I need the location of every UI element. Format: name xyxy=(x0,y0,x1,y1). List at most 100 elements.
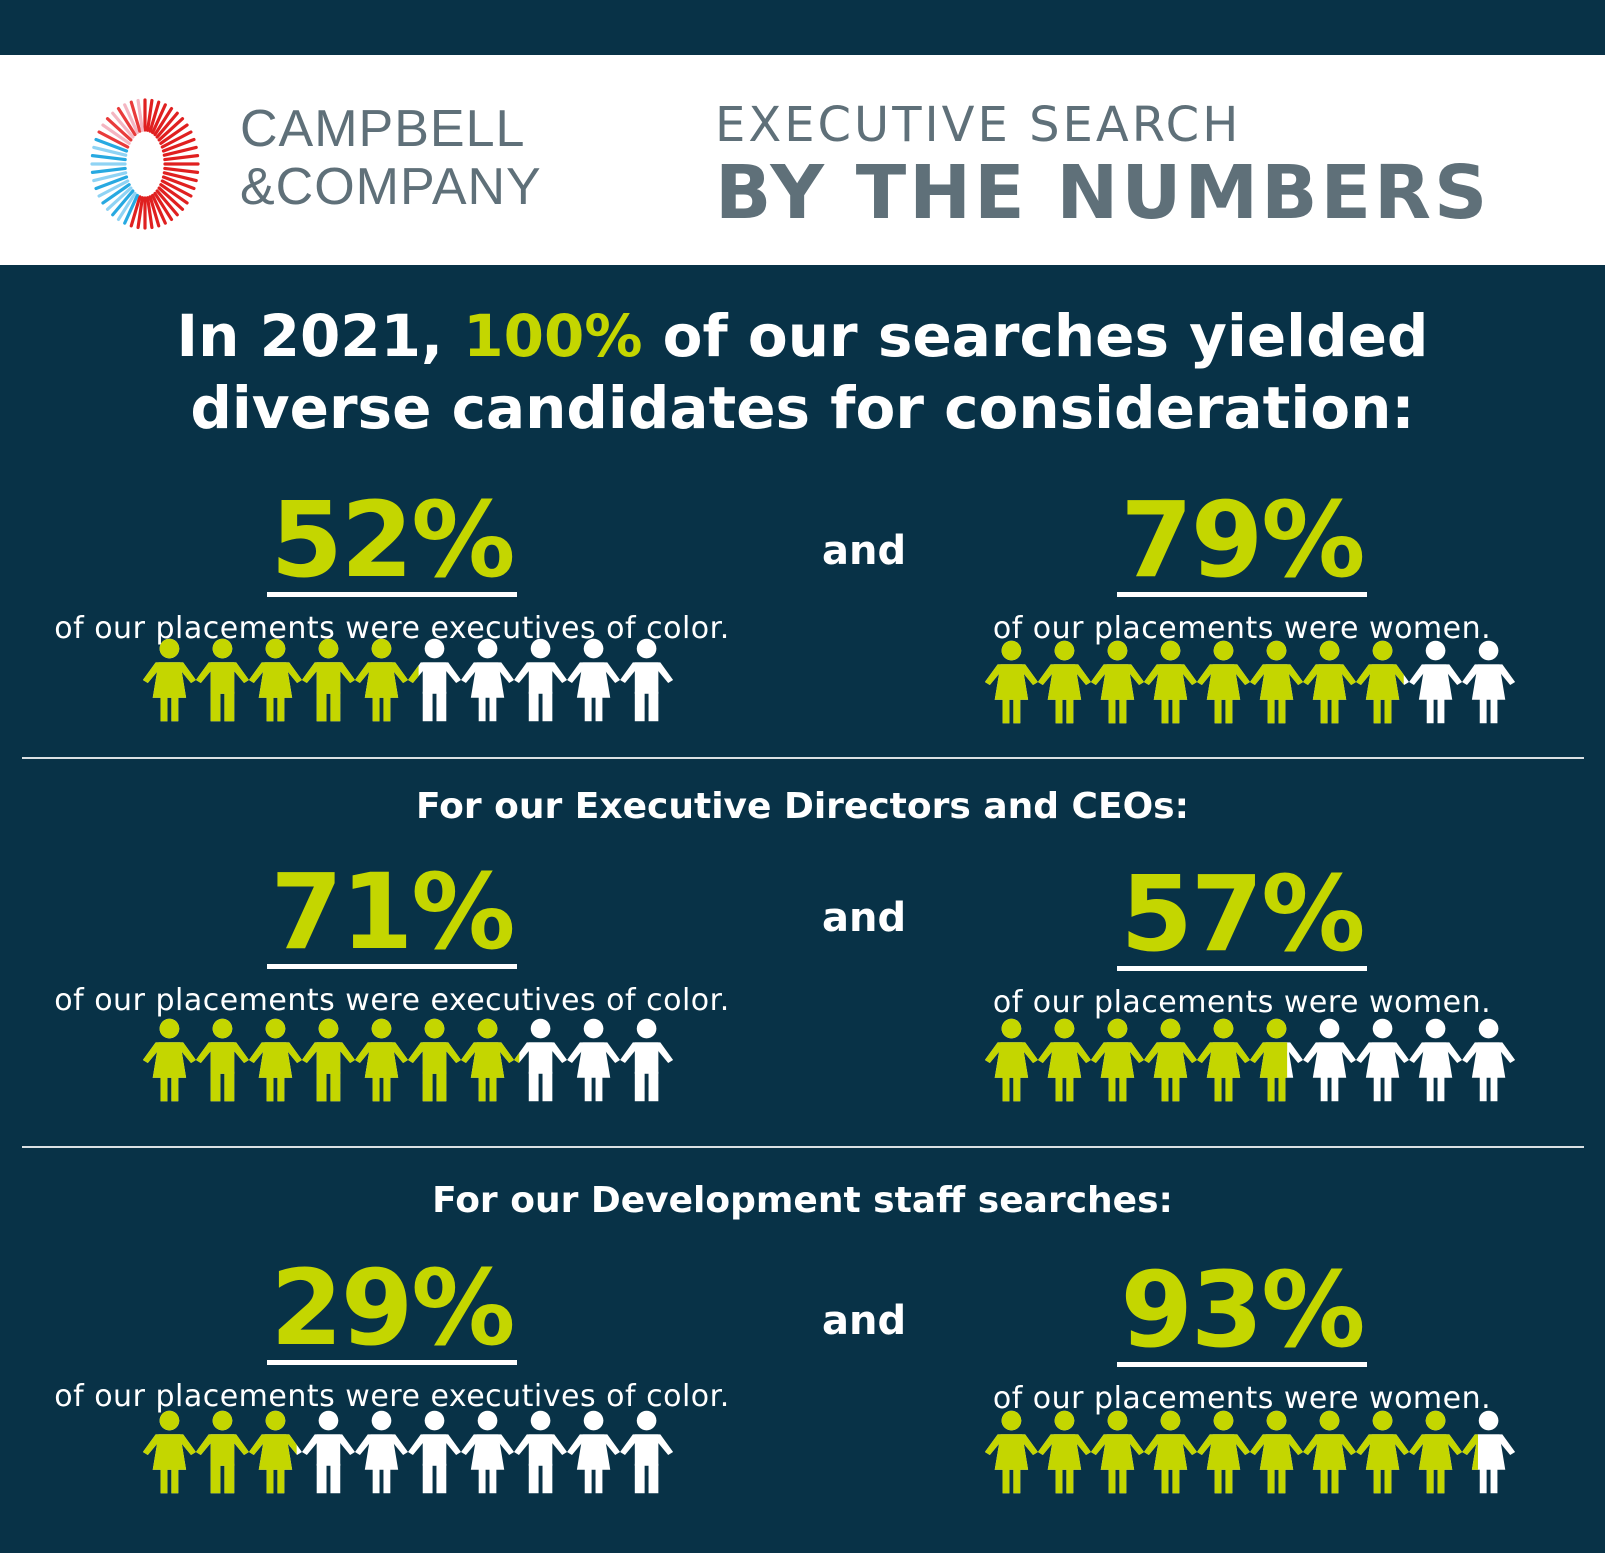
connector-and: and xyxy=(822,528,907,574)
woman-figure-icon xyxy=(461,638,515,722)
woman-figure-icon xyxy=(1037,640,1091,724)
brand-line-1: CAMPBELL xyxy=(240,100,526,158)
man-figure-icon xyxy=(408,665,419,683)
woman-figure-icon xyxy=(984,640,1038,724)
section-title-development-staff: For our Development staff searches: xyxy=(432,1180,1173,1221)
woman-figure-icon xyxy=(1090,640,1144,724)
woman-figure-icon xyxy=(1250,640,1304,724)
woman-figure-icon xyxy=(1303,1018,1357,1102)
man-figure-icon xyxy=(195,1018,249,1102)
brand-name: CAMPBELL &COMPANY xyxy=(240,100,542,216)
man-figure-icon xyxy=(620,1018,674,1102)
headline: In 2021, 100% of our searches yielded di… xyxy=(0,300,1605,444)
woman-figure-icon xyxy=(567,638,621,722)
connector-and: and xyxy=(822,895,907,941)
woman-figure-icon xyxy=(1250,1410,1304,1494)
stat-women-eds: 57% of our placements were women. xyxy=(872,862,1605,1020)
man-figure-icon xyxy=(620,1410,674,1494)
woman-figure-icon xyxy=(1143,1410,1197,1494)
man-figure-icon xyxy=(408,638,462,722)
woman-figure-icon xyxy=(142,638,196,722)
woman-figure-icon xyxy=(1462,640,1516,724)
woman-figure-icon xyxy=(1356,1018,1410,1102)
woman-figure-icon xyxy=(1196,1410,1250,1494)
stat-percent: 29% xyxy=(266,1256,518,1365)
woman-figure-icon xyxy=(1356,1410,1410,1494)
stat-percent: 71% xyxy=(266,860,518,969)
man-figure-icon xyxy=(301,638,355,722)
woman-figure-icon xyxy=(248,1018,302,1102)
stat-women-overall: 79% of our placements were women. xyxy=(872,488,1605,646)
man-figure-icon xyxy=(514,1052,520,1063)
woman-figure-icon xyxy=(1196,1018,1250,1102)
people-pictogram xyxy=(984,1410,1516,1494)
man-figure-icon xyxy=(514,1018,568,1102)
woman-figure-icon xyxy=(354,1018,408,1102)
section-title-executive-directors: For our Executive Directors and CEOs: xyxy=(415,786,1189,827)
woman-figure-icon xyxy=(248,1410,297,1494)
headline-line-2: diverse candidates for consideration: xyxy=(190,374,1415,442)
woman-figure-icon xyxy=(984,1018,1038,1102)
stat-percent: 79% xyxy=(1116,488,1368,597)
woman-figure-icon xyxy=(567,1018,621,1102)
man-figure-icon xyxy=(301,1410,355,1494)
woman-figure-icon xyxy=(567,1410,621,1494)
people-pictogram xyxy=(142,1410,674,1494)
woman-figure-icon xyxy=(1143,640,1197,724)
stat-percent: 93% xyxy=(1116,1258,1368,1367)
title-line-2: BY THE NUMBERS xyxy=(715,150,1491,236)
woman-figure-icon xyxy=(248,638,302,722)
stat-executives-of-color-eds: 71% of our placements were executives of… xyxy=(22,860,762,1018)
man-figure-icon xyxy=(408,1410,462,1494)
woman-figure-icon xyxy=(1037,1018,1091,1102)
sunburst-logo-icon xyxy=(90,98,200,230)
stat-caption: of our placements were executives of col… xyxy=(54,983,730,1018)
woman-figure-icon xyxy=(461,1410,515,1494)
stat-caption: of our placements were women. xyxy=(992,985,1492,1020)
woman-figure-icon xyxy=(1462,1434,1478,1470)
woman-figure-icon xyxy=(354,1410,408,1494)
stat-women-development: 93% of our placements were women. xyxy=(872,1258,1605,1416)
man-figure-icon xyxy=(195,638,249,722)
headline-line-1: In 2021, 100% of our searches yielded xyxy=(0,300,1605,372)
man-figure-icon xyxy=(620,638,674,722)
stat-percent: 52% xyxy=(266,488,518,597)
headline-prefix: In 2021, xyxy=(176,302,464,370)
woman-figure-icon xyxy=(1462,1018,1516,1102)
woman-figure-icon xyxy=(1409,640,1463,724)
man-figure-icon xyxy=(301,1018,355,1102)
people-pictogram xyxy=(984,640,1516,724)
stat-executives-of-color-overall: 52% of our placements were executives of… xyxy=(22,488,762,646)
woman-figure-icon xyxy=(1356,640,1404,724)
man-figure-icon xyxy=(514,1410,568,1494)
woman-figure-icon xyxy=(461,1018,515,1102)
people-pictogram xyxy=(984,1018,1516,1102)
woman-figure-icon xyxy=(1303,640,1357,724)
brand-line-2: &COMPANY xyxy=(240,158,542,216)
stat-caption: of our placements were women. xyxy=(992,1381,1492,1416)
connector-and: and xyxy=(822,1298,907,1344)
page-title: EXECUTIVE SEARCH BY THE NUMBERS xyxy=(715,96,1490,232)
woman-figure-icon xyxy=(1143,1018,1197,1102)
woman-figure-icon xyxy=(1409,1018,1463,1102)
woman-figure-icon xyxy=(1037,1410,1091,1494)
woman-figure-icon xyxy=(1196,640,1250,724)
woman-figure-icon xyxy=(354,638,408,722)
woman-figure-icon xyxy=(1090,1410,1144,1494)
man-figure-icon xyxy=(408,1018,462,1102)
headline-suffix: of our searches yielded xyxy=(642,302,1429,370)
stat-caption: of our placements were executives of col… xyxy=(54,1379,730,1414)
man-figure-icon xyxy=(195,1410,249,1494)
section-divider xyxy=(22,1146,1584,1148)
title-line-1: EXECUTIVE SEARCH xyxy=(715,97,1242,153)
header-banner xyxy=(0,55,1605,265)
woman-figure-icon xyxy=(1409,1410,1463,1494)
woman-figure-icon xyxy=(1090,1018,1144,1102)
stat-percent: 57% xyxy=(1116,862,1368,971)
woman-figure-icon xyxy=(1462,1410,1516,1494)
woman-figure-icon xyxy=(1250,1018,1288,1102)
woman-figure-icon xyxy=(1303,1410,1357,1494)
people-pictogram xyxy=(142,1018,674,1102)
woman-figure-icon xyxy=(984,1410,1038,1494)
man-figure-icon xyxy=(514,638,568,722)
